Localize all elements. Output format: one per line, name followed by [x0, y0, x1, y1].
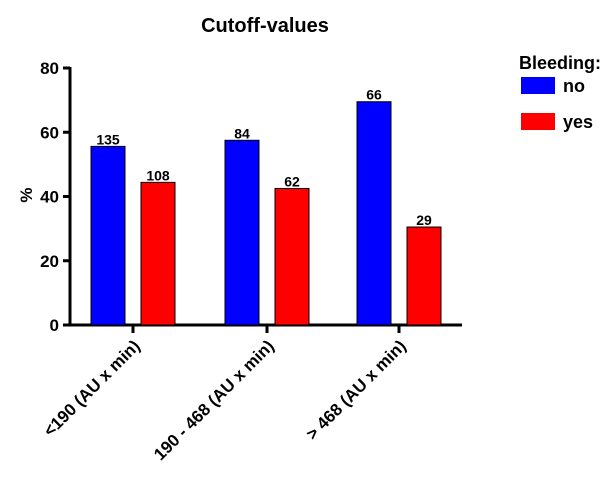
- bar-yes: [274, 187, 310, 326]
- x-tick-label: > 468 (AU x min): [303, 336, 410, 443]
- legend-title: Bleeding:: [519, 53, 601, 73]
- y-tick-label: 20: [40, 252, 59, 271]
- data-label: 135: [96, 131, 120, 147]
- x-tick-label: <190 (AU x min): [40, 336, 144, 440]
- bar-no: [90, 145, 126, 326]
- x-tick-label: 190 - 468 (AU x min): [150, 336, 278, 464]
- y-axis-label: %: [17, 187, 36, 202]
- plot-area: 0 20 40 60 80 135 108 <190 (AU x min) 84 62 190 - …: [40, 59, 593, 464]
- bar-no: [356, 101, 392, 326]
- data-label: 62: [284, 173, 300, 189]
- data-label: 29: [416, 212, 432, 228]
- bar-yes: [140, 181, 176, 326]
- data-label: 84: [234, 125, 250, 141]
- y-tick-label: 80: [40, 59, 59, 78]
- legend-label-yes: yes: [563, 112, 593, 132]
- y-tick-label: 40: [40, 188, 59, 207]
- y-tick-label: 0: [50, 316, 59, 335]
- bar-yes: [406, 226, 442, 326]
- chart-title: Cutoff-values: [201, 15, 329, 37]
- legend-swatch-yes: [521, 113, 555, 130]
- data-label: 108: [146, 167, 170, 183]
- bar-no: [224, 139, 260, 326]
- legend-swatch-no: [521, 77, 555, 94]
- y-tick-label: 60: [40, 123, 59, 142]
- data-label: 66: [366, 87, 382, 103]
- legend-label-no: no: [563, 76, 585, 96]
